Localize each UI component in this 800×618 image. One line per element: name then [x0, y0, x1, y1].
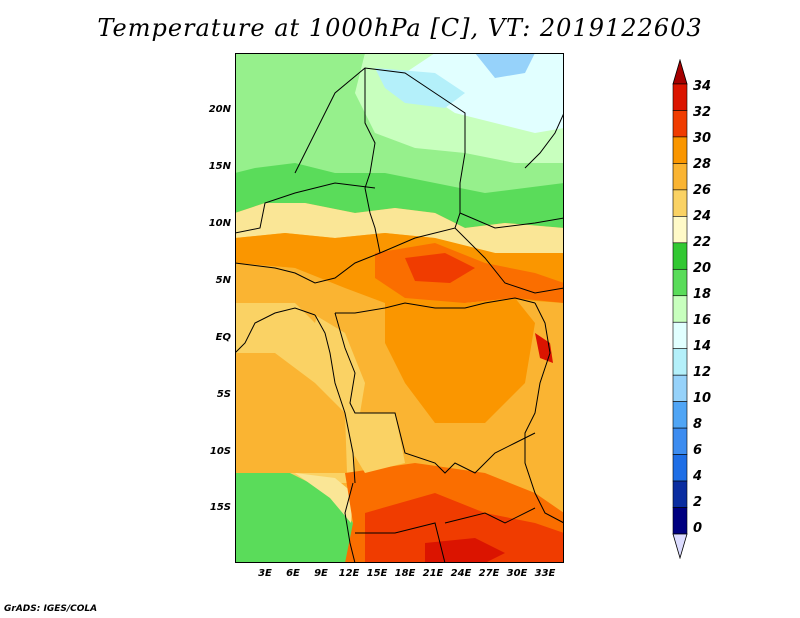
lat-label: 5N: [215, 275, 231, 286]
congo-basin: [385, 298, 535, 423]
lon-label: 6E: [286, 568, 300, 579]
lon-label: 15E: [366, 568, 388, 579]
north-blue-patch-2: [475, 53, 535, 78]
colorbar-label: 14: [693, 339, 712, 354]
colorbar-label: 2: [693, 495, 703, 510]
colorbar-label: 28: [693, 157, 712, 172]
colorbar-label: 8: [693, 417, 703, 432]
lat-label: 10N: [208, 218, 231, 229]
lat-label: 10S: [209, 446, 231, 457]
colorbar-label: 10: [693, 391, 712, 406]
colorbar-label: 34: [693, 79, 712, 94]
kalahari-core: [425, 538, 505, 563]
lon-label: 9E: [314, 568, 328, 579]
lon-label: 12E: [338, 568, 360, 579]
hot-spot: [405, 253, 475, 283]
lat-label: 15S: [209, 502, 231, 513]
colorbar-label: 18: [693, 287, 712, 302]
colorbar-segment: [672, 348, 688, 376]
kalahari-hot: [365, 493, 564, 563]
colorbar-label: 32: [693, 105, 712, 120]
colorbar-segment: [672, 136, 688, 164]
colorbar-segment: [672, 110, 688, 138]
lat-label: 5S: [216, 389, 231, 400]
lon-label: 21E: [422, 568, 444, 579]
ocean-cool-green: [235, 473, 353, 563]
colorbar-segment: [672, 321, 688, 350]
lon-label: 27E: [478, 568, 500, 579]
lat-label: 15N: [208, 161, 231, 172]
colorbar-segment: [672, 454, 688, 482]
colorbar-segment: [672, 242, 688, 270]
colorbar-segment: [672, 374, 688, 402]
lon-label: 30E: [506, 568, 528, 579]
colorbar-segment: [672, 268, 688, 297]
colorbar-label: 20: [693, 261, 712, 276]
lon-label: 33E: [534, 568, 556, 579]
colorbar-label: 12: [693, 365, 712, 380]
colorbar-label: 22: [693, 235, 712, 250]
map-frame: [235, 53, 564, 563]
gulf-of-guinea: [235, 263, 325, 323]
lon-label: 24E: [450, 568, 472, 579]
east-highland-hot: [535, 333, 553, 363]
sahel-yellow: [235, 203, 564, 253]
lat-label: EQ: [215, 332, 231, 343]
colorbar-segment: [672, 480, 688, 508]
colorbar-label: 26: [693, 183, 712, 198]
colorbar-segment: [672, 83, 688, 111]
angola-coast-yellow: [353, 413, 405, 473]
colorbar-label: 6: [693, 443, 703, 458]
lon-label: 18E: [394, 568, 416, 579]
colorbar-top-arrow: [672, 59, 688, 85]
colorbar-segment: [672, 189, 688, 217]
colorbar-segment: [672, 427, 688, 455]
lon-label: 3E: [258, 568, 272, 579]
lat-label: 20N: [208, 104, 231, 115]
colorbar-label: 0: [693, 521, 703, 536]
ocean-transition: [295, 473, 353, 523]
colorbar-label: 30: [693, 131, 712, 146]
colorbar-label: 16: [693, 313, 712, 328]
colorbar-label: 4: [693, 469, 703, 484]
grads-credit: GrADS: IGES/COLA: [4, 604, 98, 614]
temperature-map: [235, 53, 564, 563]
colorbar-segment: [672, 507, 688, 535]
map-title: Temperature at 1000hPa [C], VT: 20191226…: [97, 14, 703, 42]
colorbar-bottom-arrow: [672, 533, 688, 559]
colorbar-segment: [672, 401, 688, 429]
colorbar-segment: [672, 163, 688, 191]
ocean-orange-band: [235, 353, 347, 473]
colorbar-label: 24: [693, 209, 712, 224]
colorbar-segment: [672, 295, 688, 323]
country-borders: [235, 67, 564, 563]
colorbar: [672, 59, 688, 559]
colorbar-segment: [672, 216, 688, 244]
